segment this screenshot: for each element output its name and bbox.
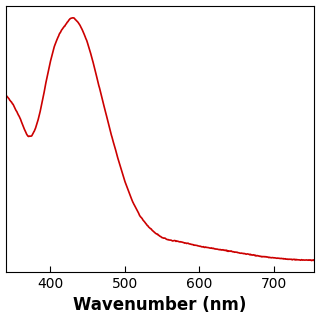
X-axis label: Wavenumber (nm): Wavenumber (nm) [73, 296, 247, 315]
